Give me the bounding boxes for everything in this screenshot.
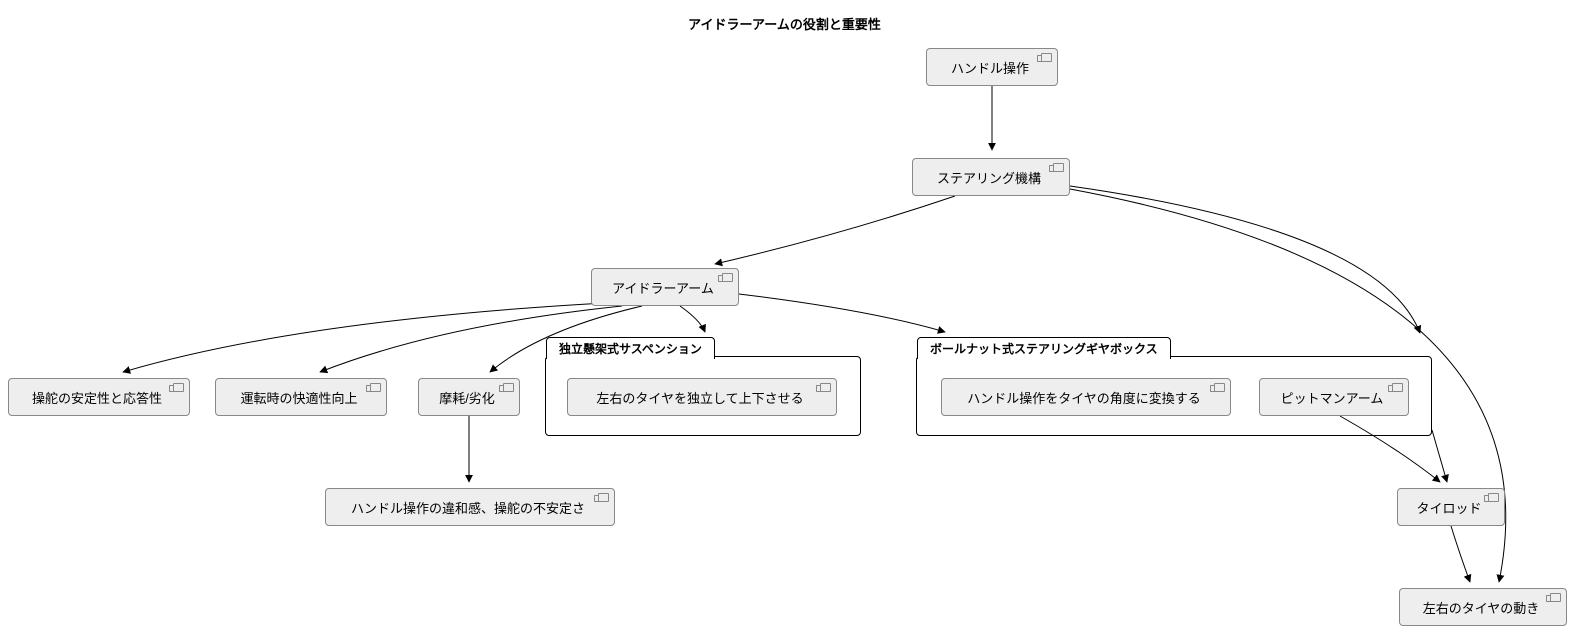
node-icon xyxy=(816,383,830,391)
node-driving-comfort: 運転時の快適性向上 xyxy=(215,378,387,416)
diagram-title: アイドラーアームの役割と重要性 xyxy=(0,14,1569,33)
edge-steering-to-ball xyxy=(1070,186,1420,333)
edge-idler-to-indep xyxy=(680,306,705,332)
edge-tierod-to-tires xyxy=(1451,526,1470,582)
edge-idler-to-stability xyxy=(123,303,605,372)
node-independent-tire-motion: 左右のタイヤを独立して上下させる xyxy=(567,378,837,416)
node-pitman-arm: ピットマンアーム xyxy=(1259,378,1409,416)
node-icon xyxy=(1049,163,1063,171)
node-convert-angle: ハンドル操作をタイヤの角度に変換する xyxy=(941,378,1231,416)
node-label: ステアリング機構 xyxy=(937,168,1041,187)
node-handle-operation: ハンドル操作 xyxy=(926,48,1058,86)
node-icon xyxy=(366,383,380,391)
node-icon xyxy=(1210,383,1224,391)
node-label: 運転時の快適性向上 xyxy=(240,388,357,407)
node-tire-movement: 左右のタイヤの動き xyxy=(1399,588,1567,626)
edge-steering-to-idler xyxy=(715,196,955,264)
node-label: ハンドル操作をタイヤの角度に変換する xyxy=(967,388,1201,407)
node-steering-mechanism: ステアリング機構 xyxy=(912,158,1070,196)
node-icon xyxy=(1484,493,1498,501)
edge-layer xyxy=(0,0,1569,634)
node-label: 左右のタイヤの動き xyxy=(1423,598,1540,617)
node-label: ピットマンアーム xyxy=(1281,388,1384,407)
edge-idler-to-ball xyxy=(739,294,945,332)
node-icon xyxy=(499,383,513,391)
node-label: 操舵の安定性と応答性 xyxy=(32,388,162,407)
node-icon xyxy=(1388,383,1402,391)
node-label: 摩耗/劣化 xyxy=(439,388,495,407)
node-icon xyxy=(1037,53,1051,61)
node-label: タイロッド xyxy=(1416,498,1481,517)
node-label: アイドラーアーム xyxy=(612,278,714,297)
node-idler-arm: アイドラーアーム xyxy=(591,268,739,306)
node-label: 左右のタイヤを独立して上下させる xyxy=(596,388,803,407)
edge-ball-to-tierod xyxy=(1432,430,1447,482)
node-steering-stability: 操舵の安定性と応答性 xyxy=(8,378,190,416)
node-icon xyxy=(594,493,608,501)
node-icon xyxy=(718,273,732,281)
node-label: ハンドル操作の違和感、操舵の不安定さ xyxy=(351,498,585,517)
group-tab-independent: 独立懸架式サスペンション xyxy=(546,337,715,359)
node-label: ハンドル操作 xyxy=(951,58,1029,77)
node-tie-rod: タイロッド xyxy=(1397,488,1505,526)
node-icon xyxy=(1546,593,1560,601)
group-tab-ballnut: ボールナット式ステアリングギヤボックス xyxy=(917,337,1171,359)
node-icon xyxy=(169,383,183,391)
node-discomfort-instability: ハンドル操作の違和感、操舵の不安定さ xyxy=(325,488,615,526)
node-wear-deterioration: 摩耗/劣化 xyxy=(418,378,520,416)
